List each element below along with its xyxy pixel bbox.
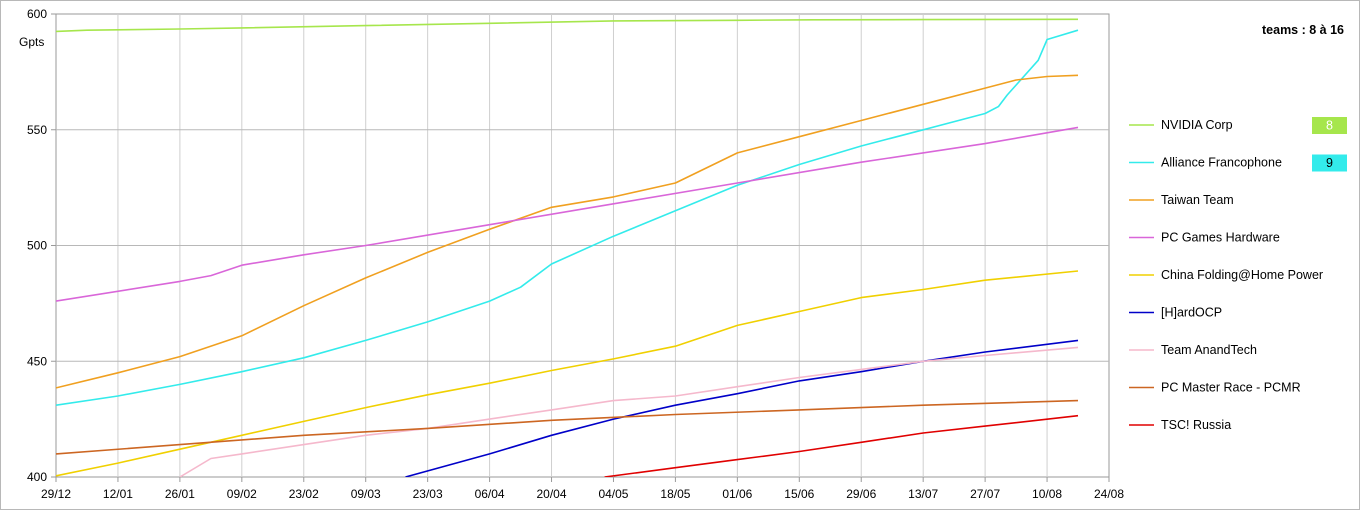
x-tick-label: 01/06 [722,487,752,501]
chart-title: teams : 8 à 16 [1262,23,1344,37]
y-tick-label: 450 [27,354,47,368]
series-line-h-ardocp [405,339,1079,477]
rank-label-alliance-francophone: 9 [1326,156,1333,170]
x-tick-label: 29/12 [41,487,71,501]
legend-label-taiwan-team: Taiwan Team [1161,193,1234,207]
legend-label-pc-games-hardware: PC Games Hardware [1161,231,1280,245]
series-line-alliance-francophone [56,29,1079,406]
series-line-taiwan-team [56,74,1079,389]
y-tick-label: 500 [27,239,47,253]
series-line-pc-games-hardware [56,126,1079,302]
series-line-nvidia-corp [56,18,1079,33]
legend-label-tsc-russia: TSC! Russia [1161,418,1231,432]
x-tick-label: 13/07 [908,487,938,501]
x-tick-label: 04/05 [598,487,628,501]
legend-label-h-ardocp: [H]ardOCP [1161,306,1222,320]
series-line-pc-master-race-pcmr [56,399,1079,455]
x-tick-label: 18/05 [660,487,690,501]
x-tick-label: 27/07 [970,487,1000,501]
rank-badge-nvidia-corp [1312,117,1347,134]
y-axis-label: Gpts [19,35,44,49]
x-tick-label: 09/03 [351,487,381,501]
legend-label-nvidia-corp: NVIDIA Corp [1161,118,1233,132]
x-tick-label: 23/02 [289,487,319,501]
x-tick-label: 09/02 [227,487,257,501]
x-tick-label: 24/08 [1094,487,1124,501]
y-tick-label: 550 [27,123,47,137]
rank-badge-alliance-francophone [1312,154,1347,172]
x-tick-label: 20/04 [537,487,567,501]
x-tick-label: 23/03 [413,487,443,501]
x-tick-label: 06/04 [475,487,505,501]
rank-label-nvidia-corp: 8 [1326,119,1333,133]
x-tick-label: 29/06 [846,487,876,501]
y-tick-label: 600 [27,7,47,21]
y-tick-label: 400 [27,470,47,484]
legend-label-alliance-francophone: Alliance Francophone [1161,156,1282,170]
x-tick-label: 26/01 [165,487,195,501]
legend-label-pc-master-race-pcmr: PC Master Race - PCMR [1161,381,1301,395]
series-line-team-anandtech [179,346,1079,477]
series-line-tsc-russia [604,414,1079,477]
series-line-china-folding-home-power [56,270,1079,477]
x-tick-label: 12/01 [103,487,133,501]
x-tick-label: 15/06 [784,487,814,501]
legend-label-china-folding-home-power: China Folding@Home Power [1161,268,1323,282]
x-tick-label: 10/08 [1032,487,1062,501]
legend-label-team-anandtech: Team AnandTech [1161,343,1257,357]
